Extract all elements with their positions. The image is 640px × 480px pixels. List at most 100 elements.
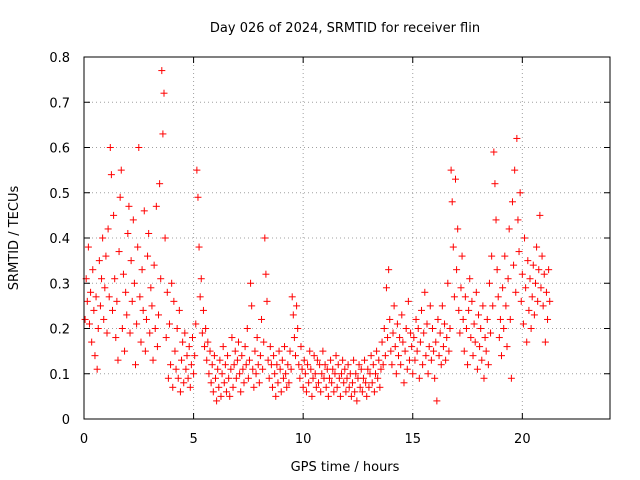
data-point-marker: [388, 361, 396, 369]
data-point-marker: [251, 347, 259, 355]
data-point-marker: [330, 388, 338, 396]
data-point-marker: [276, 365, 284, 373]
data-point-marker: [503, 343, 511, 351]
data-point-marker: [290, 334, 298, 342]
data-point-marker: [147, 284, 155, 292]
data-point-marker: [135, 144, 143, 151]
data-point-marker: [379, 361, 387, 369]
data-point-marker: [291, 352, 299, 360]
data-point-marker: [173, 325, 181, 332]
data-point-marker: [534, 297, 542, 305]
data-point-marker: [449, 243, 457, 251]
data-point-marker: [541, 338, 549, 346]
data-point-marker: [119, 270, 127, 278]
data-point-marker: [296, 374, 304, 382]
data-point-marker: [442, 356, 450, 364]
data-point-marker: [370, 388, 378, 396]
data-point-marker: [283, 383, 291, 391]
data-point-marker: [141, 347, 149, 355]
data-point-marker: [365, 383, 373, 391]
data-point-marker: [214, 365, 222, 373]
data-point-marker: [111, 275, 119, 283]
data-point-marker: [277, 388, 285, 396]
data-point-marker: [352, 370, 360, 378]
data-point-marker: [278, 356, 286, 364]
data-point-marker: [308, 392, 316, 400]
data-point-marker: [113, 297, 121, 305]
data-point-marker: [245, 356, 253, 364]
data-point-marker: [399, 338, 407, 346]
data-point-marker: [151, 325, 159, 332]
data-point-marker: [435, 352, 443, 360]
data-point-marker: [268, 383, 276, 391]
data-point-marker: [430, 347, 438, 355]
data-point-marker: [305, 379, 313, 387]
data-point-marker: [110, 211, 118, 219]
data-point-marker: [528, 293, 536, 301]
data-point-marker: [282, 370, 290, 378]
data-point-marker: [197, 275, 205, 283]
data-point-marker: [377, 365, 385, 373]
data-point-marker: [367, 352, 375, 360]
data-point-marker: [465, 306, 473, 314]
data-point-marker: [215, 383, 223, 391]
data-point-marker: [298, 365, 306, 373]
data-point-marker: [462, 325, 470, 332]
data-point-marker: [203, 356, 211, 364]
data-point-marker: [124, 229, 132, 237]
data-point-marker: [178, 356, 186, 364]
data-point-marker: [85, 320, 93, 328]
data-point-marker: [421, 288, 429, 296]
data-point-marker: [137, 338, 145, 346]
data-point-marker: [342, 388, 350, 396]
data-point-marker: [116, 193, 124, 201]
data-point-marker: [249, 365, 257, 373]
data-point-marker: [526, 275, 534, 283]
data-point-marker: [398, 311, 406, 319]
data-point-marker: [315, 379, 323, 387]
data-point-marker: [182, 365, 190, 373]
data-point-marker: [304, 361, 312, 369]
data-point-marker: [227, 365, 235, 373]
data-point-marker: [210, 352, 218, 360]
data-point-marker: [180, 379, 188, 387]
data-point-marker: [408, 343, 416, 351]
data-point-marker: [208, 361, 216, 369]
data-point-marker: [446, 325, 454, 332]
data-point-marker: [414, 325, 422, 332]
data-point-marker: [104, 225, 112, 233]
data-point-marker: [439, 343, 447, 351]
data-point-marker: [510, 261, 518, 269]
data-point-marker: [500, 325, 508, 332]
data-point-marker: [106, 144, 114, 151]
data-point-marker: [187, 361, 195, 369]
data-point-marker: [425, 343, 433, 351]
data-point-marker: [445, 347, 453, 355]
data-point-marker: [545, 266, 553, 274]
y-tick-label: 0.4: [49, 232, 70, 247]
data-point-marker: [207, 379, 215, 387]
data-point-marker: [538, 252, 546, 260]
data-point-marker: [426, 302, 434, 310]
data-point-marker: [448, 198, 456, 206]
data-point-marker: [453, 266, 461, 274]
data-point-marker: [345, 383, 353, 391]
data-point-marker: [193, 166, 201, 174]
y-tick-label: 0.3: [49, 277, 70, 292]
data-point-marker: [201, 343, 209, 351]
data-point-marker: [317, 388, 325, 396]
y-tick-label: 0.5: [49, 187, 70, 202]
data-point-marker: [157, 275, 165, 283]
data-point-marker: [333, 383, 341, 391]
data-point-marker: [401, 347, 409, 355]
data-point-marker: [325, 374, 333, 382]
data-point-marker: [287, 365, 295, 373]
data-point-marker: [196, 293, 204, 301]
data-point-marker: [115, 248, 123, 256]
data-point-marker: [434, 315, 442, 323]
data-point-marker: [496, 315, 504, 323]
data-point-marker: [255, 379, 263, 387]
data-point-marker: [484, 361, 492, 369]
data-point-marker: [100, 315, 108, 323]
